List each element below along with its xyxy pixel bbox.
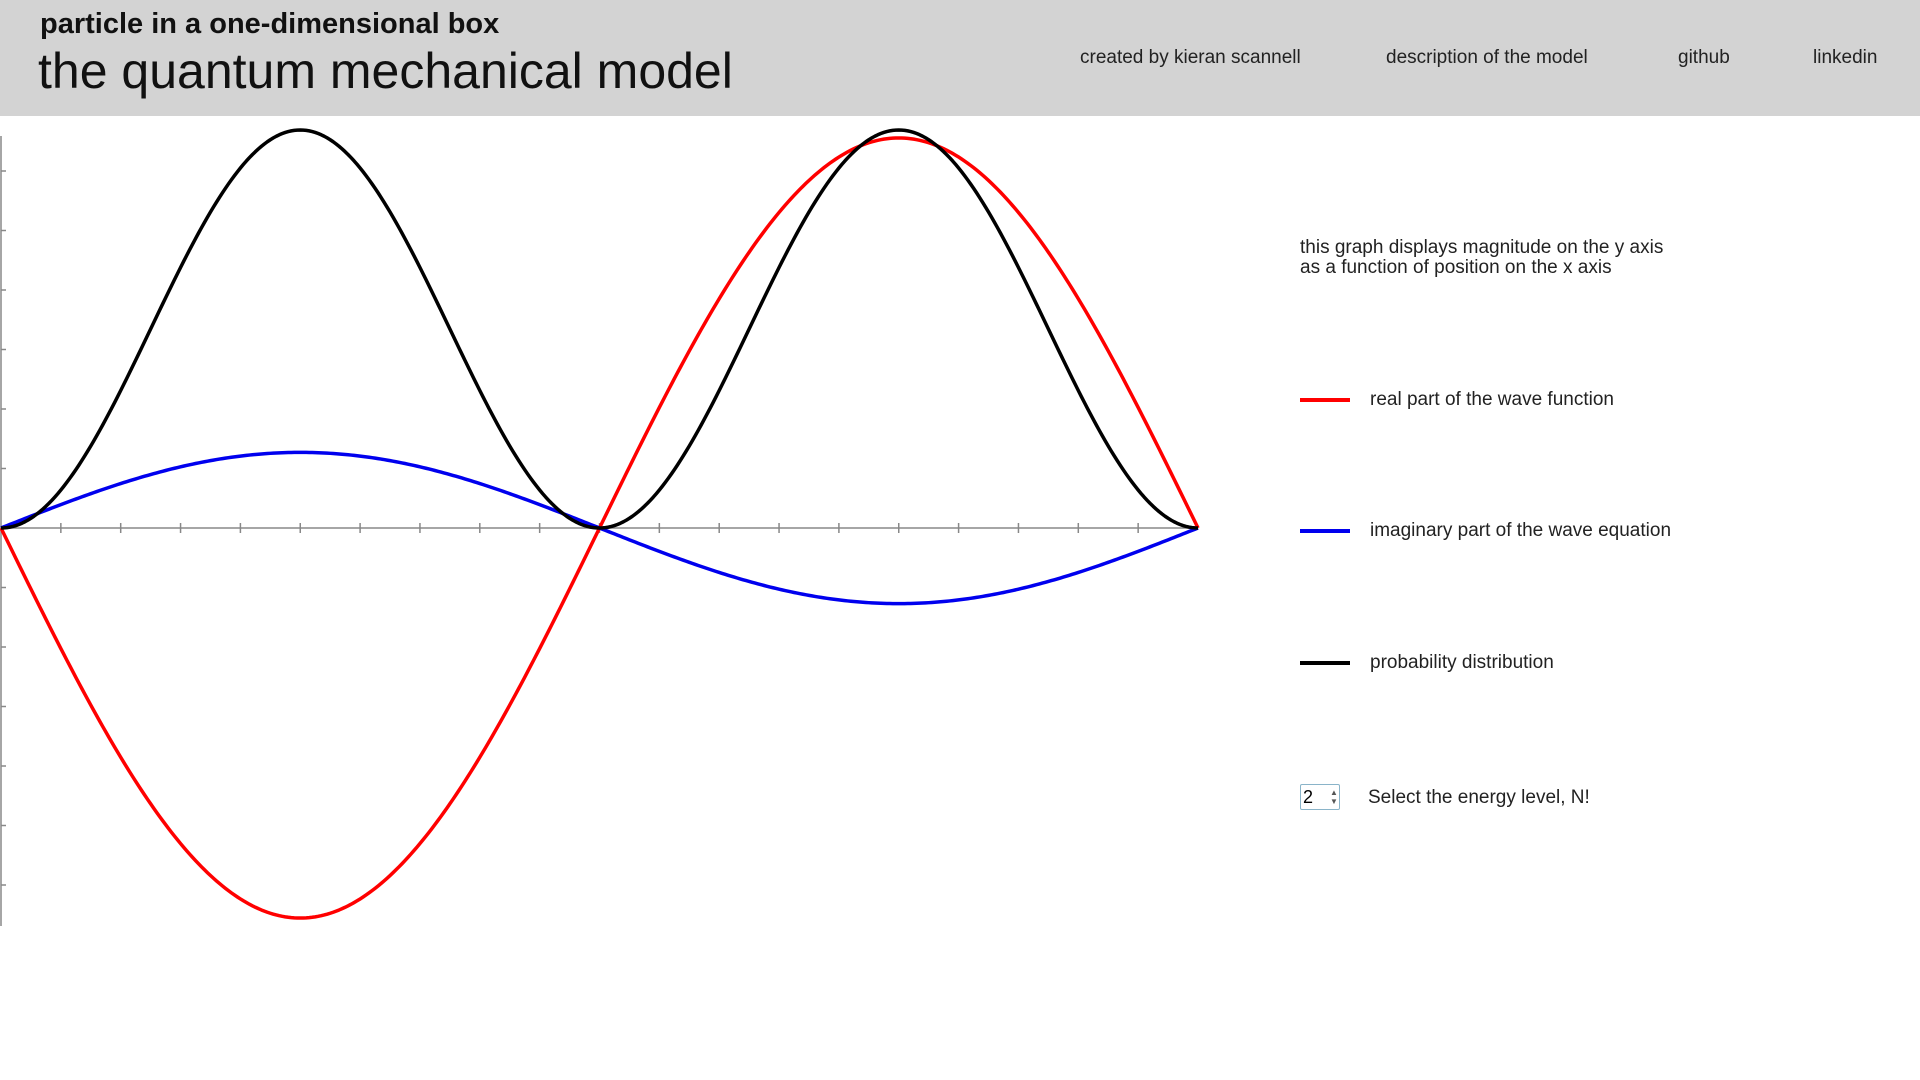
energy-level-input[interactable] xyxy=(1300,784,1340,810)
legend-swatch-real xyxy=(1300,398,1350,402)
energy-level-label: Select the energy level, N! xyxy=(1368,787,1590,808)
nav-link-github[interactable]: github xyxy=(1678,47,1730,68)
chart-description: this graph displays magnitude on the y a… xyxy=(1300,238,1663,278)
page-title: the quantum mechanical model xyxy=(38,43,733,99)
legend-swatch-probability xyxy=(1300,661,1350,665)
legend-label-probability: probability distribution xyxy=(1370,652,1554,673)
nav-link-creator[interactable]: created by kieran scannell xyxy=(1080,47,1301,68)
legend-label-real: real part of the wave function xyxy=(1370,389,1614,410)
legend-label-imaginary: imaginary part of the wave equation xyxy=(1370,520,1672,541)
nav-link-description[interactable]: description of the model xyxy=(1386,47,1588,68)
chart-description-line-2: as a function of position on the x axis xyxy=(1300,257,1612,278)
page-subtitle: particle in a one-dimensional box xyxy=(40,8,500,40)
wave-function-chart xyxy=(0,128,1200,926)
series-probability-line xyxy=(0,128,1199,530)
legend-swatch-imaginary xyxy=(1300,529,1350,533)
nav-link-linkedin[interactable]: linkedin xyxy=(1813,47,1878,68)
chart-description-line-1: this graph displays magnitude on the y a… xyxy=(1300,237,1664,258)
header: particle in a one-dimensional box the qu… xyxy=(0,0,1920,116)
